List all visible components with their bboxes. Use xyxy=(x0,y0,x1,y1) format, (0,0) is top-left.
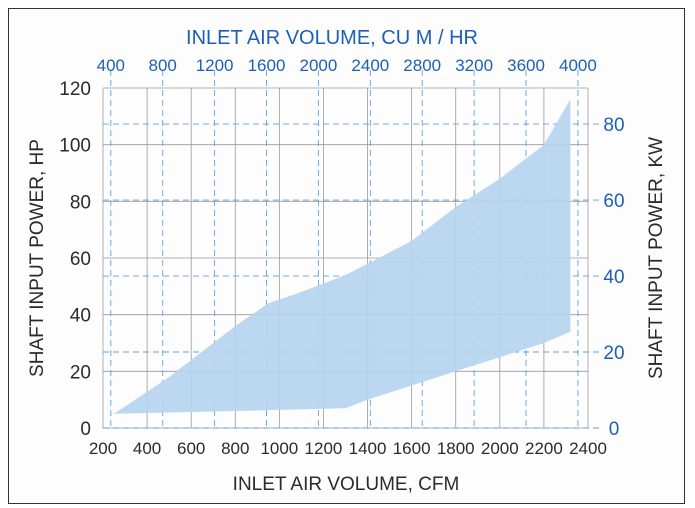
top-tick-label: 2800 xyxy=(403,56,441,75)
bottom-tick-label: 1600 xyxy=(393,439,431,458)
left-tick-label: 80 xyxy=(70,192,91,213)
bottom-axis-label: INLET AIR VOLUME, CFM xyxy=(233,474,460,495)
right-tick-label: 0 xyxy=(609,419,620,440)
right-tick-label: 40 xyxy=(603,267,624,288)
top-tick-label: 1200 xyxy=(196,56,234,75)
top-tick-label: 2000 xyxy=(300,56,338,75)
bottom-tick-label: 2000 xyxy=(481,439,519,458)
bottom-tick-label: 2200 xyxy=(525,439,563,458)
right-tick-label: 60 xyxy=(603,191,624,212)
bottom-tick-label: 800 xyxy=(221,439,249,458)
top-axis-label: INLET AIR VOLUME, CU M / HR xyxy=(186,27,478,49)
chart-frame xyxy=(8,8,685,504)
right-axis-ticks: 0 20 40 60 80 xyxy=(603,115,624,440)
right-tick-label: 80 xyxy=(603,115,624,136)
bottom-axis-ticks: 200 400 600 800 1000 1200 1400 1600 1800 2000 2200… xyxy=(89,439,607,458)
top-tick-label: 3600 xyxy=(507,56,545,75)
top-tick-label: 400 xyxy=(97,56,125,75)
left-axis-ticks: 0 20 40 60 80 100 120 xyxy=(59,79,91,440)
left-axis-label: SHAFT INPUT POWER, HP xyxy=(27,139,48,377)
left-tick-label: 40 xyxy=(70,306,91,327)
left-tick-label: 120 xyxy=(59,79,91,100)
top-tick-label: 4000 xyxy=(559,56,597,75)
left-tick-label: 60 xyxy=(70,249,91,270)
right-tick-label: 20 xyxy=(603,343,624,364)
power-range-band xyxy=(114,99,571,414)
bottom-tick-label: 1200 xyxy=(305,439,343,458)
top-tick-label: 800 xyxy=(149,56,177,75)
top-tick-label: 2400 xyxy=(351,56,389,75)
left-tick-label: 20 xyxy=(70,362,91,383)
bottom-tick-label: 400 xyxy=(133,439,161,458)
bottom-tick-label: 1400 xyxy=(349,439,387,458)
bottom-tick-label: 1800 xyxy=(437,439,475,458)
bottom-tick-label: 2400 xyxy=(569,439,607,458)
bottom-tick-label: 200 xyxy=(89,439,117,458)
left-tick-label: 0 xyxy=(80,419,91,440)
left-tick-label: 100 xyxy=(59,136,91,157)
top-axis-ticks: 400 800 1200 1600 2000 2400 2800 3200 3600 4000 xyxy=(97,56,597,75)
top-tick-label: 1600 xyxy=(248,56,286,75)
bottom-tick-label: 1000 xyxy=(260,439,298,458)
top-tick-label: 3200 xyxy=(455,56,493,75)
bottom-tick-label: 600 xyxy=(177,439,205,458)
right-axis-label: SHAFT INPUT POWER, KW xyxy=(646,137,667,379)
